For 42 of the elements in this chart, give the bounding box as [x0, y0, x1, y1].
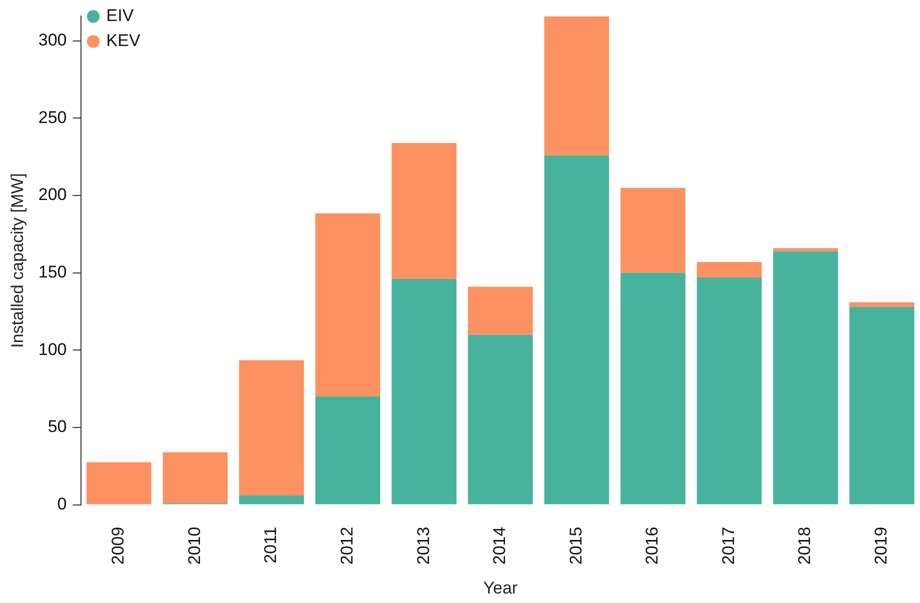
y-tick-label: 150 — [38, 262, 67, 282]
bar — [315, 396, 380, 504]
x-tick-label: 2017 — [718, 526, 738, 565]
bar — [315, 213, 380, 397]
x-tick-label: 2013 — [414, 526, 433, 565]
bar — [620, 272, 686, 504]
legend-label: EIV — [106, 6, 134, 26]
bar — [239, 360, 304, 496]
x-tick-label: 2009 — [108, 526, 128, 565]
bar — [392, 279, 457, 504]
bar — [544, 16, 610, 156]
legend-label: KEV — [106, 31, 141, 50]
bar — [392, 142, 457, 280]
bar — [162, 452, 228, 504]
bar — [773, 248, 838, 252]
y-axis-title: Installed capacity [MW] — [8, 173, 27, 348]
x-tick-label: 2011 — [261, 526, 280, 564]
bar — [86, 462, 152, 504]
y-tick-label: 50 — [48, 417, 67, 436]
x-tick-label: 2010 — [184, 526, 204, 565]
bar — [849, 302, 914, 307]
bar — [696, 262, 762, 278]
bar — [849, 306, 914, 504]
bar — [544, 155, 610, 504]
y-tick-label: 0 — [57, 494, 67, 514]
x-tick-label: 2016 — [642, 526, 662, 565]
x-tick-label: 2014 — [490, 526, 510, 565]
y-tick-label: 300 — [38, 30, 67, 50]
x-tick-label: 2018 — [795, 526, 814, 565]
y-tick-label: 250 — [38, 108, 67, 127]
bar — [620, 188, 686, 273]
x-tick-label: 2015 — [566, 526, 586, 565]
bar — [468, 286, 533, 335]
x-tick-label: 2019 — [872, 526, 891, 565]
y-tick-label: 100 — [38, 340, 67, 359]
bar — [239, 496, 304, 504]
bar — [696, 278, 762, 504]
x-tick-label: 2012 — [337, 526, 356, 565]
x-axis-title: Year — [483, 578, 518, 598]
y-tick-label: 200 — [38, 185, 67, 204]
bar — [468, 334, 533, 504]
bar — [773, 251, 838, 504]
